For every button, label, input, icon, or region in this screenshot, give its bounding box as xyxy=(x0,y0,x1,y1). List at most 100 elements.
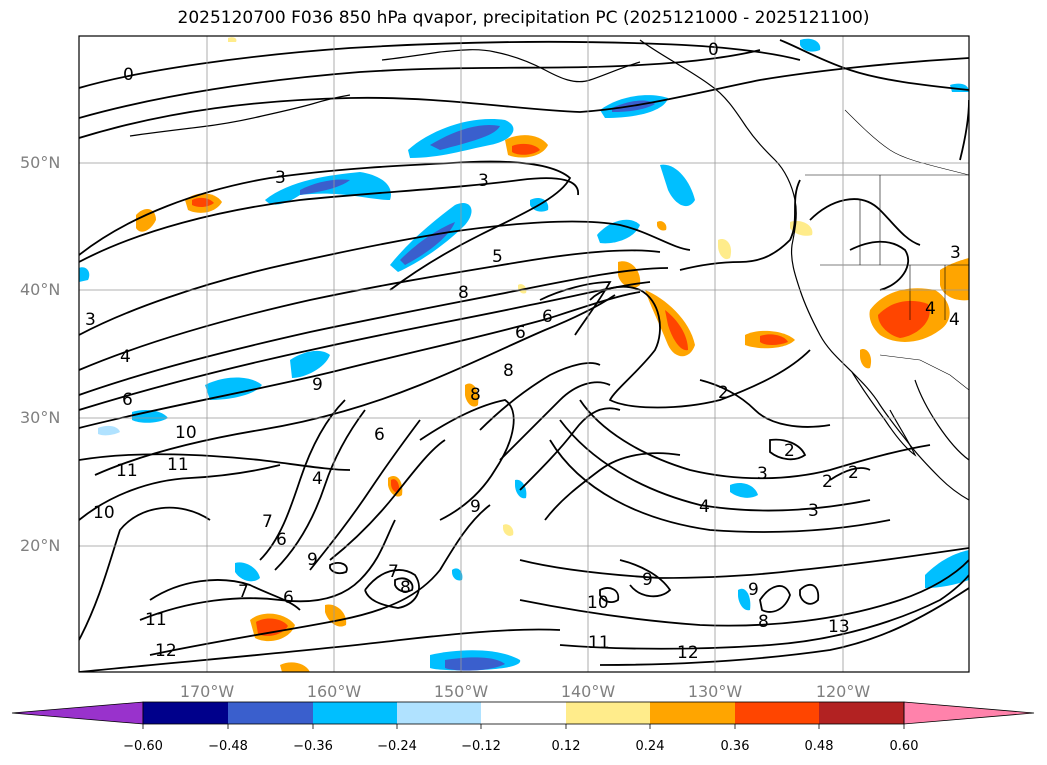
lon-label: 170°W xyxy=(179,682,235,701)
colorbar-tick-label: 0.12 xyxy=(551,739,581,754)
contour-line xyxy=(679,179,801,271)
precip-blob xyxy=(800,38,821,52)
colorbar-segment xyxy=(819,702,904,724)
colorbar-segment xyxy=(735,702,819,724)
precip-blob xyxy=(192,197,214,208)
colorbar-segment xyxy=(481,702,566,724)
contour-line xyxy=(149,579,301,611)
contour-label: 7 xyxy=(238,582,249,602)
contour-line xyxy=(94,294,616,476)
contour-line xyxy=(599,587,620,603)
contour-label: 13 xyxy=(828,617,850,637)
contour-label: 6 xyxy=(515,323,526,343)
colorbar-segment xyxy=(566,702,650,724)
precip-blob xyxy=(79,267,90,282)
precip-blob xyxy=(503,524,514,536)
contour-line xyxy=(79,49,761,119)
contour-line xyxy=(499,381,611,461)
contour-label: 9 xyxy=(748,580,759,600)
contour-line xyxy=(149,504,491,656)
contour-label: 3 xyxy=(950,243,961,263)
colorbar-tick-label: −0.60 xyxy=(123,739,163,754)
contour-label: 6 xyxy=(542,307,553,327)
contour-label: 3 xyxy=(275,168,286,188)
lon-label: 140°W xyxy=(560,682,616,701)
contour-line xyxy=(79,160,572,291)
contour-line xyxy=(544,452,681,521)
contour-line xyxy=(79,249,661,371)
contour-line xyxy=(79,506,211,641)
precip-blob xyxy=(280,662,310,672)
contour-label: 10 xyxy=(175,423,197,443)
map-title: 2025120700 F036 850 hPa qvapor, precipit… xyxy=(177,8,870,28)
precip-blob xyxy=(290,350,330,378)
colorbar-tick-label: 0.60 xyxy=(889,739,919,754)
precip-blob xyxy=(860,349,872,369)
contour-label: 10 xyxy=(587,593,609,613)
contour-line xyxy=(769,438,807,461)
contour-line xyxy=(519,559,969,627)
contour-label: 3 xyxy=(85,310,96,330)
precip-blob xyxy=(235,562,260,582)
contour-line xyxy=(79,281,651,411)
precip-blob xyxy=(325,604,347,627)
contour-label: 0 xyxy=(123,65,134,85)
contour-label: 2 xyxy=(822,472,833,492)
colorbar-frame xyxy=(142,701,905,725)
contour-line xyxy=(79,220,691,336)
contour-label: 11 xyxy=(145,610,167,630)
contour-label: 7 xyxy=(262,512,273,532)
contour-label: 6 xyxy=(283,588,294,608)
contour-line xyxy=(539,281,612,336)
precip-blob xyxy=(512,143,540,155)
colorbar-tick-label: −0.12 xyxy=(461,739,501,754)
contour-label: 12 xyxy=(155,641,177,661)
coastline-gulf xyxy=(914,379,969,461)
precip-blob xyxy=(465,383,479,407)
contour-line xyxy=(79,177,579,263)
qvapor-contours xyxy=(79,39,969,672)
contour-label: 5 xyxy=(492,247,503,267)
contour-line xyxy=(79,464,281,521)
contour-line xyxy=(309,419,421,571)
contour-label: 10 xyxy=(93,503,115,523)
lat-label: 50°N xyxy=(20,153,61,172)
contour-line xyxy=(79,41,801,89)
alaska-coast xyxy=(381,49,641,83)
contour-label: 4 xyxy=(120,347,131,367)
contour-line xyxy=(959,99,969,161)
plot-frame xyxy=(78,35,970,673)
colorbar-tick-label: −0.48 xyxy=(208,739,248,754)
colorbar-tick-label: −0.24 xyxy=(377,739,417,754)
precip-blob xyxy=(878,300,930,338)
contour-label: 11 xyxy=(588,633,610,653)
contour-label: 7 xyxy=(388,562,399,582)
contour-label: 3 xyxy=(478,171,489,191)
contour-line xyxy=(139,519,396,621)
contour-label: 8 xyxy=(400,578,411,598)
colorbar-extend-right xyxy=(903,701,1035,725)
border-state xyxy=(844,109,969,176)
contour-line xyxy=(829,467,871,481)
contour-label: 9 xyxy=(307,550,318,570)
colorbar-tick-label: 0.24 xyxy=(635,739,665,754)
contour-line xyxy=(79,453,351,471)
contour-label: 8 xyxy=(758,612,769,632)
contour-line xyxy=(619,559,672,598)
contour-label: 3 xyxy=(757,464,768,484)
coastline-baja xyxy=(851,371,917,457)
contour-label: 2 xyxy=(848,463,859,483)
precip-blob xyxy=(205,377,262,400)
precip-blob xyxy=(730,483,758,498)
contour-line xyxy=(599,587,969,666)
contour-line xyxy=(394,577,414,593)
precip-blob xyxy=(597,219,640,244)
contour-line xyxy=(519,407,621,491)
colorbar-tick-label: −0.36 xyxy=(293,739,333,754)
contour-line xyxy=(699,379,831,428)
contour-line xyxy=(479,362,601,431)
contour-line xyxy=(549,439,891,533)
lat-label: 30°N xyxy=(20,408,61,427)
precip-blob xyxy=(738,588,751,611)
colorbar-segment xyxy=(650,702,735,724)
